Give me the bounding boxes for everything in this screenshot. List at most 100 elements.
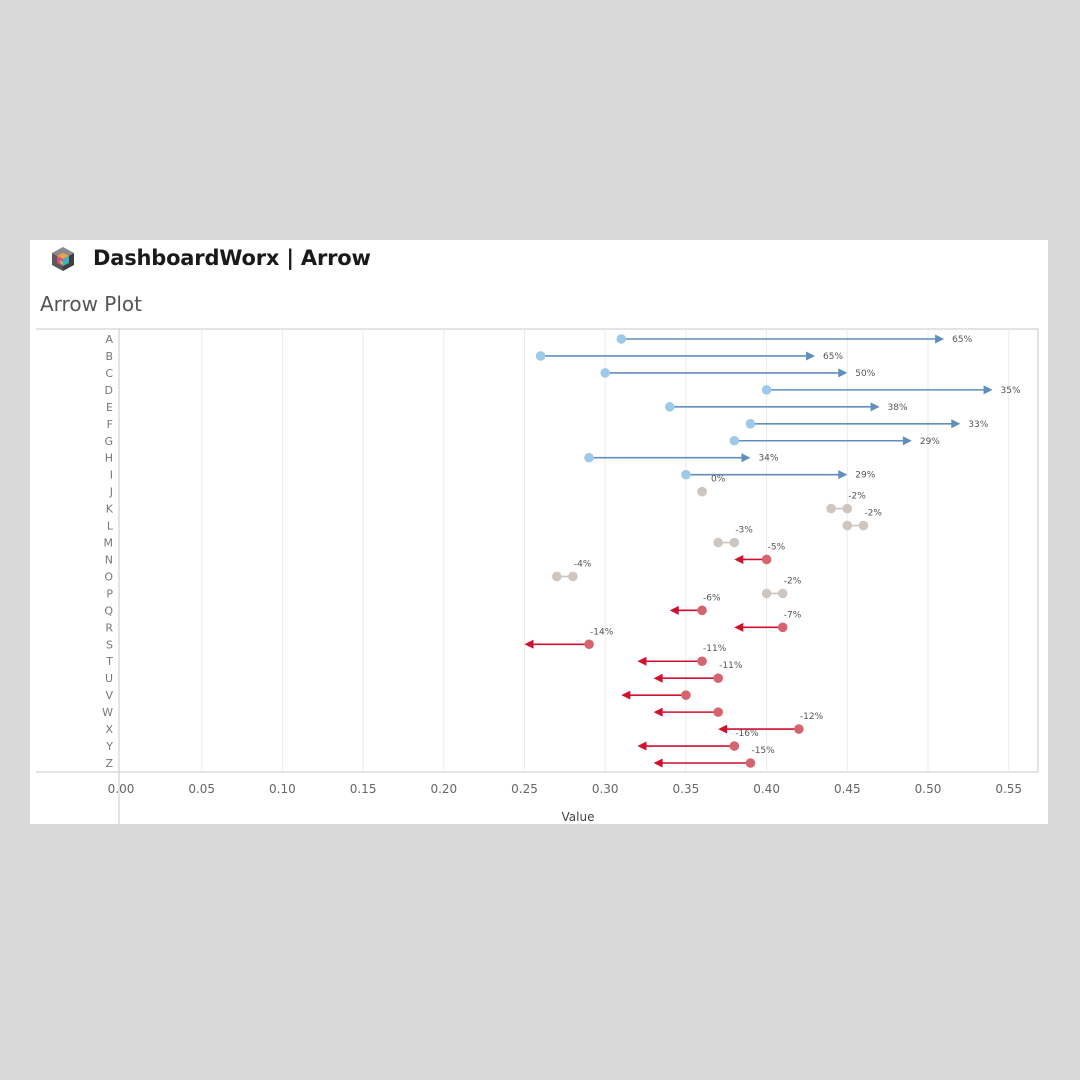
change-label: -4%: [574, 559, 592, 569]
start-point: [664, 402, 675, 412]
arrow-head: [621, 690, 631, 700]
change-label: 35%: [1001, 386, 1021, 396]
category-label: N: [105, 553, 113, 566]
category-label: B: [105, 350, 113, 363]
start-point: [794, 724, 804, 734]
change-label: -11%: [703, 644, 727, 654]
start-point: [777, 588, 788, 599]
start-point: [535, 351, 546, 361]
x-tick-label: 0.55: [995, 782, 1022, 796]
start-point: [681, 690, 691, 700]
chart-title: Arrow Plot: [40, 292, 142, 316]
change-label: -14%: [590, 627, 614, 637]
arrow-head: [734, 622, 744, 632]
end-point: [826, 503, 836, 514]
category-label: H: [105, 452, 113, 465]
change-label: 0%: [711, 475, 726, 485]
arrow-head: [838, 368, 848, 378]
category-label: I: [110, 469, 113, 482]
end-point: [551, 571, 562, 582]
arrow-head: [653, 707, 663, 717]
change-label: -2%: [864, 509, 882, 519]
x-tick-label: 0.40: [753, 782, 780, 796]
change-label: 29%: [920, 437, 940, 447]
category-label: R: [105, 621, 113, 634]
change-label: -5%: [768, 542, 786, 552]
dashboard-card: DashboardWorx | Arrow Arrow Plot 0.00 0.0…: [30, 240, 1048, 824]
arrow-head: [983, 385, 993, 395]
arrow-head: [741, 453, 751, 463]
x-axis-title: Value: [562, 810, 595, 824]
x-tick-label: 0.45: [834, 782, 861, 796]
change-label: -15%: [751, 746, 775, 756]
start-point: [681, 469, 691, 480]
start-point: [761, 385, 772, 395]
start-point: [584, 452, 594, 463]
category-label: D: [105, 384, 113, 397]
category-label: G: [104, 435, 113, 448]
x-tick-label: 0.35: [673, 782, 700, 796]
app-title: DashboardWorx | Arrow: [93, 246, 371, 270]
start-point: [729, 741, 740, 751]
start-point: [584, 639, 594, 650]
x-tick-label: 0.15: [350, 782, 377, 796]
x-tick-label: 0.25: [511, 782, 538, 796]
dashboard-header: DashboardWorx | Arrow: [30, 240, 1048, 282]
change-label: 65%: [952, 335, 972, 345]
category-label: C: [105, 367, 113, 380]
start-point: [697, 605, 707, 616]
arrow-head: [935, 334, 945, 344]
arrow-head: [838, 470, 848, 480]
arrow-head: [951, 419, 961, 429]
end-point: [697, 486, 707, 497]
end-point: [713, 537, 723, 548]
category-label: M: [104, 537, 114, 550]
category-label: F: [107, 418, 113, 431]
end-point: [842, 520, 853, 531]
category-label: O: [104, 570, 113, 583]
start-point: [842, 503, 853, 514]
change-label: -16%: [735, 729, 759, 739]
arrow-head: [653, 673, 663, 683]
start-point: [616, 334, 627, 344]
start-point: [713, 673, 723, 683]
category-label: W: [102, 706, 113, 719]
change-label: -12%: [800, 712, 824, 722]
change-label: 29%: [855, 471, 875, 481]
start-point: [568, 571, 578, 582]
x-tick-label: 0.50: [915, 782, 942, 796]
category-label: E: [106, 401, 113, 414]
change-label: 65%: [823, 352, 843, 362]
change-label: -2%: [848, 492, 866, 502]
category-label: T: [105, 655, 113, 668]
change-label: -11%: [719, 661, 743, 671]
start-point: [745, 758, 756, 768]
start-point: [858, 520, 869, 531]
x-tick-label: 0.10: [269, 782, 296, 796]
arrow-head: [870, 402, 880, 412]
category-label: P: [106, 587, 113, 600]
category-label: U: [105, 672, 113, 685]
start-point: [729, 435, 740, 446]
category-label: Q: [104, 604, 113, 617]
category-label: Y: [105, 740, 113, 753]
start-point: [600, 368, 610, 378]
arrow-head: [806, 351, 816, 361]
arrow-head: [637, 741, 647, 751]
arrow-head: [718, 724, 728, 734]
arrow-head: [669, 605, 679, 615]
arrow-head: [653, 758, 663, 768]
change-label: -2%: [784, 576, 802, 586]
start-point: [745, 419, 756, 429]
start-point: [729, 537, 740, 548]
arrow-head: [637, 656, 647, 666]
start-point: [761, 554, 772, 565]
change-label: 38%: [888, 403, 908, 413]
start-point: [697, 656, 707, 667]
arrow-head: [524, 639, 534, 649]
category-label: X: [105, 723, 113, 736]
category-label: S: [106, 638, 113, 651]
change-label: -6%: [703, 593, 721, 603]
start-point: [713, 707, 723, 717]
arrow-head: [734, 554, 744, 564]
